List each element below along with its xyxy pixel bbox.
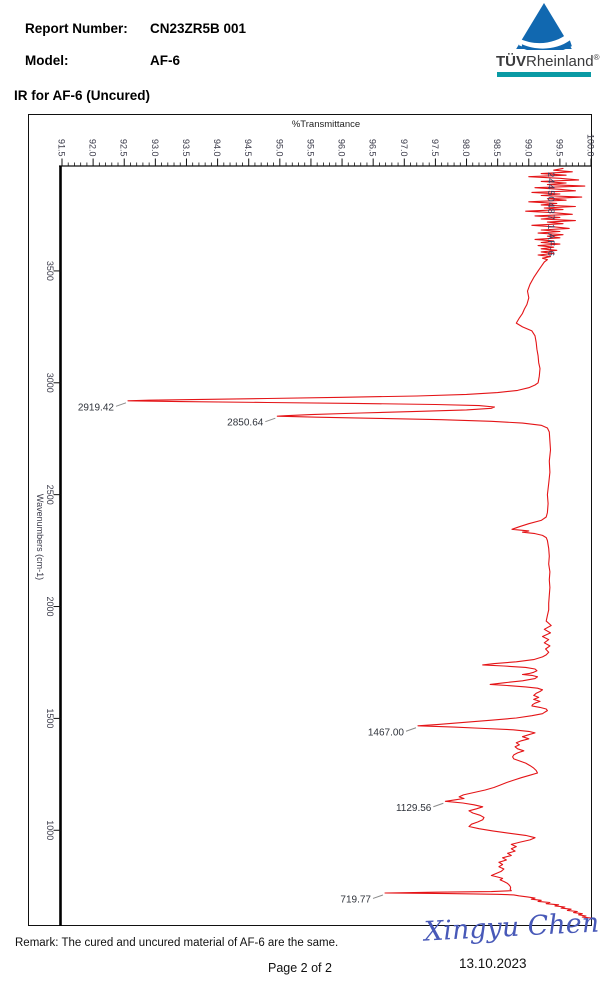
y-tick-label: 3000 — [45, 373, 55, 393]
x-tick-label: 92.0 — [88, 139, 98, 157]
spectrum-trace — [127, 167, 592, 919]
remark-text: Remark: The cured and uncured material o… — [15, 937, 339, 949]
y-tick-label: 1500 — [45, 708, 55, 728]
logo-tuv-text: TÜV — [496, 53, 526, 70]
y-axis-title: Wavenumbers (cm-1) — [35, 494, 45, 580]
chart-section-title: IR for AF-6 (Uncured) — [14, 88, 150, 103]
peak-leader-line — [372, 894, 384, 899]
x-tick-label: 94.5 — [243, 139, 253, 157]
x-tick-label: 98.0 — [461, 139, 471, 157]
y-tick-label: 2500 — [45, 485, 55, 505]
x-tick-label: 97.0 — [399, 139, 409, 157]
peak-leader-line — [265, 417, 276, 423]
peak-label: 1467.00 — [368, 727, 405, 738]
model-value: AF-6 — [150, 53, 180, 68]
report-number-label: Report Number: — [25, 21, 128, 36]
sample-id-label: 24450487 1 AF-6 — [545, 172, 556, 257]
peak-label: 2919.42 — [78, 402, 115, 413]
x-tick-label: 93.5 — [181, 139, 191, 157]
y-tick-label: 1000 — [45, 820, 55, 840]
x-tick-label: 91.5 — [57, 139, 67, 157]
x-tick-label: 95.5 — [305, 139, 315, 157]
x-tick-label: 97.5 — [430, 139, 440, 157]
x-tick-label: 96.5 — [368, 139, 378, 157]
x-tick-label: 95.0 — [274, 139, 284, 157]
signature-date: 13.10.2023 — [459, 956, 527, 971]
peak-label: 1129.56 — [396, 803, 432, 814]
x-tick-label: 98.5 — [492, 139, 502, 157]
tuv-triangle-icon — [516, 2, 572, 50]
peak-leader-line — [115, 402, 127, 407]
x-tick-label: 96.0 — [337, 139, 347, 157]
tuv-rheinland-logo: TÜVRheinland® — [496, 2, 599, 77]
x-tick-label: 99.5 — [554, 139, 564, 157]
y-tick-label: 3500 — [45, 261, 55, 281]
x-tick-label: 94.0 — [212, 139, 222, 157]
chart-frame — [28, 114, 592, 926]
peak-label: 719.77 — [340, 894, 371, 905]
logo-wordmark: TÜVRheinland® — [496, 51, 599, 70]
peak-leader-line — [433, 802, 444, 808]
y-tick-label: 2000 — [45, 596, 55, 616]
x-axis-title: %Transmittance — [292, 119, 360, 130]
logo-rheinland-text: Rheinland — [526, 53, 594, 70]
x-tick-label: 92.5 — [119, 139, 129, 157]
model-label: Model: — [25, 53, 69, 68]
x-tick-label: 99.0 — [523, 139, 533, 157]
x-tick-label: 93.0 — [150, 139, 160, 157]
x-tick-label: 100.0 — [586, 134, 596, 157]
peak-leader-line — [405, 727, 417, 732]
page-number: Page 2 of 2 — [268, 961, 332, 975]
logo-underline — [497, 72, 591, 77]
report-number-value: CN23ZR5B 001 — [150, 21, 247, 36]
peak-label: 2850.64 — [227, 418, 264, 429]
registered-trademark-icon: ® — [593, 53, 600, 62]
